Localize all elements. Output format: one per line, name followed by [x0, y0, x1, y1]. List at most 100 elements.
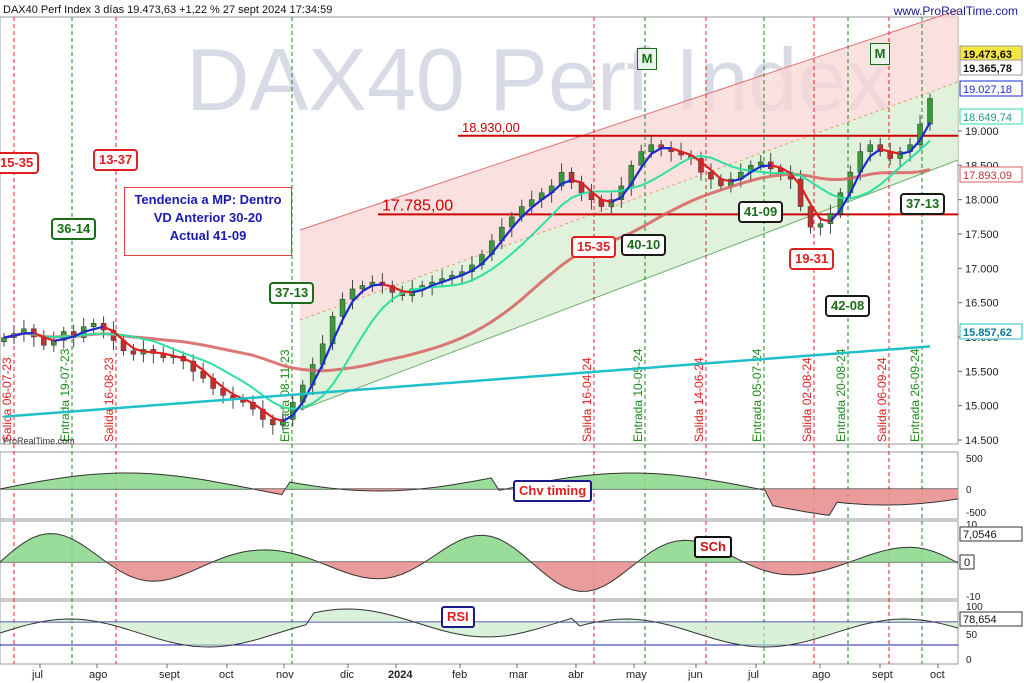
badge-9: 42-08	[825, 295, 871, 317]
x-tick-label-13: ago	[812, 669, 830, 681]
candle-body-90	[897, 151, 903, 159]
ma-short-seg-10	[93, 325, 104, 331]
ma-short-seg-43	[421, 284, 433, 292]
ma-short-seg-19	[182, 357, 194, 364]
ma-short-seg-26	[252, 402, 264, 412]
credit-label: ProRealTime.com	[3, 436, 75, 446]
signal-label-1: Salida 06-07-23	[0, 357, 14, 442]
signal-label-12: Entrada 26-09-24	[908, 348, 922, 442]
ma-short-seg-49	[481, 252, 493, 265]
ma-short-seg-58	[571, 179, 582, 184]
chv-area-pos	[0, 473, 958, 489]
ma-short-seg-51	[500, 227, 513, 242]
ma-short-seg-30	[291, 401, 304, 417]
badge-4: 37-13	[269, 282, 315, 304]
badge-5: 15-35	[571, 236, 617, 258]
x-tick-label-7: feb	[452, 669, 467, 681]
price-tag-5: 15.857,62	[963, 327, 1012, 339]
ma-short-seg-9	[83, 328, 94, 334]
ma-short-seg-41	[402, 290, 413, 294]
ma-short-seg-11	[103, 325, 114, 333]
price-tag-box-5	[959, 323, 1023, 340]
channel-mid-line	[299, 81, 959, 321]
channel-upper-zone	[300, 10, 958, 320]
ma-short-seg-65	[640, 153, 653, 169]
ma-short-seg-14	[133, 347, 144, 353]
ma-short-seg-32	[311, 363, 324, 385]
sch-line	[0, 533, 959, 592]
ma-short-seg-20	[192, 361, 204, 372]
site-link[interactable]: www.ProRealTime.com	[893, 4, 1018, 18]
ma-short-seg-2	[13, 332, 25, 337]
candle-body-27	[270, 419, 276, 426]
rsi-group	[0, 608, 959, 648]
x-tick-label-8: mar	[509, 669, 528, 681]
ma-short-seg-46	[451, 274, 463, 280]
x-tick-label-5: dic	[340, 669, 355, 681]
ma-short-seg-17	[163, 352, 174, 357]
price-tag-3: 18.649,74	[963, 112, 1012, 124]
candle-body-13	[130, 350, 137, 355]
ma-short-seg-88	[869, 148, 881, 158]
signal-label-3: Salida 16-08-23	[102, 357, 116, 442]
ma-short-seg-8	[73, 330, 85, 338]
sch-value-box	[959, 526, 1023, 542]
candle-body-35	[349, 288, 356, 300]
ma-short-seg-6	[53, 337, 64, 342]
badge-3: 36-14	[51, 218, 97, 240]
ma-short-seg-39	[382, 283, 393, 288]
badge-7: 41-09	[738, 201, 784, 223]
m-marker-2: M	[870, 43, 890, 65]
chart-header: DAX40 Perf Index 3 días 19.473,63 +1,22 …	[3, 4, 333, 16]
ma-short-seg-7	[63, 335, 74, 341]
y-tick-label-9: 14.500	[965, 435, 999, 447]
x-tick-label-15: oct	[930, 669, 945, 681]
x-tick-label-11: jun	[687, 669, 703, 681]
ma-short-seg-92	[909, 139, 921, 153]
candle-body-93	[927, 98, 933, 125]
candle-body-57	[568, 171, 575, 183]
badge-1: 15-35	[0, 152, 40, 174]
ma-short-seg-78	[770, 164, 781, 169]
ma-short-seg-53	[521, 206, 533, 218]
candle-body-70	[698, 158, 704, 173]
signal-label-2: Entrada 19-07-23	[58, 348, 72, 442]
ma-short-seg-5	[43, 335, 55, 342]
price-tag-box-2	[959, 80, 1023, 97]
ma-short-seg-34	[331, 319, 344, 343]
ma-short-seg-33	[321, 341, 334, 365]
x-tick-label-14: sept	[872, 669, 893, 681]
rsi-tick-1: 50	[966, 630, 978, 641]
y-tick-label-0: 19.000	[965, 126, 999, 138]
ma-short-seg-44	[431, 281, 443, 287]
ma-short-seg-38	[372, 283, 383, 287]
ma-short-seg-21	[202, 369, 214, 381]
trend-line-2: VD Anterior 30-20	[153, 210, 263, 225]
chv-line	[0, 472, 959, 516]
price-tag-1: 19.365,78	[963, 63, 1012, 75]
trend-box: Tendencia a MP: Dentro VD Anterior 30-20…	[124, 187, 292, 256]
trend-line-1: Tendencia a MP: Dentro	[134, 192, 282, 207]
chv-area-neg	[0, 489, 958, 516]
x-tick-label-3: oct	[219, 669, 234, 681]
ma-short-seg-16	[153, 351, 164, 355]
m-marker-1: M	[637, 48, 657, 70]
ma-short-seg-91	[899, 150, 911, 155]
candle-body-34	[339, 298, 346, 317]
y-tick-label-7: 15.500	[965, 366, 999, 378]
ma-short-seg-71	[700, 161, 712, 171]
badge-8: 19-31	[789, 248, 835, 270]
signal-label-8: Entrada 05-07-24	[750, 348, 764, 442]
x-tick-label-10: may	[626, 669, 647, 681]
candles-group	[1, 93, 933, 435]
signal-label-9: Salida 02-08-24	[800, 357, 814, 442]
candle-body-9	[90, 323, 97, 327]
ma-short-seg-28	[272, 416, 284, 423]
ma-short-seg-27	[262, 409, 274, 419]
x-tick-label-0: jul	[31, 669, 43, 681]
sch-tick-2: -10	[966, 592, 981, 603]
ma-short-seg-83	[820, 218, 831, 223]
ma-short-seg-12	[112, 330, 125, 342]
candle-body-84	[837, 192, 844, 214]
